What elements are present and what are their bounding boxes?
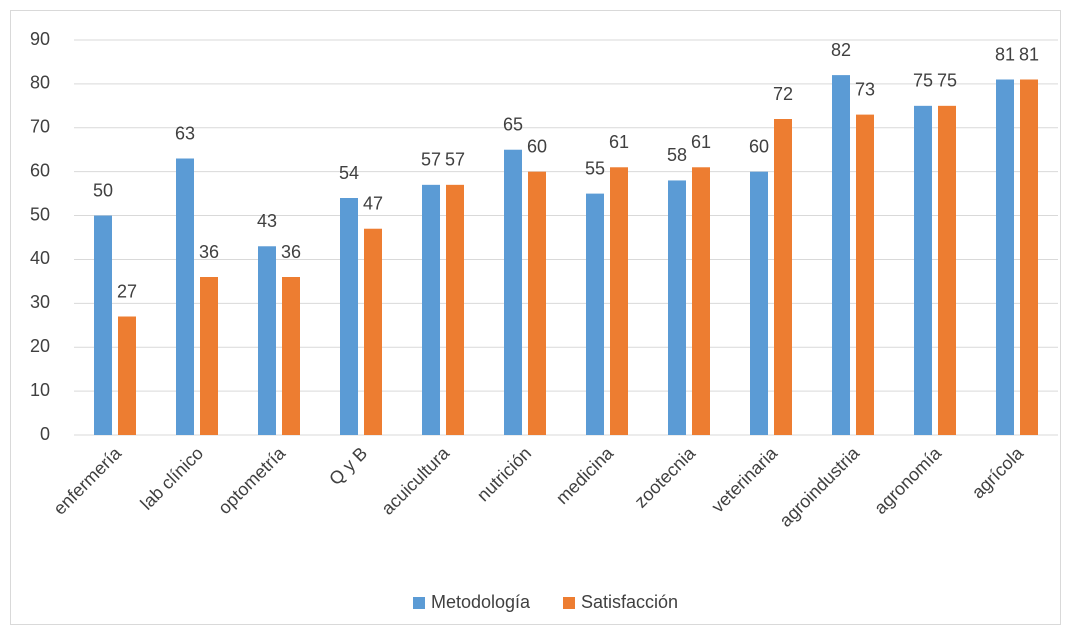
y-tick-label: 10 <box>30 380 50 400</box>
data-label: 55 <box>585 158 605 178</box>
data-label: 81 <box>995 44 1015 64</box>
data-label: 50 <box>93 180 113 200</box>
data-label: 47 <box>363 193 383 213</box>
legend-swatch <box>563 597 575 609</box>
data-label: 61 <box>691 132 711 152</box>
bar <box>118 316 136 435</box>
bar <box>364 228 382 435</box>
bar <box>692 167 710 435</box>
bar <box>176 158 194 435</box>
data-label: 36 <box>199 242 219 262</box>
legend-swatch <box>413 597 425 609</box>
bar <box>856 114 874 435</box>
y-tick-label: 90 <box>30 29 50 49</box>
data-label: 43 <box>257 211 277 231</box>
data-label: 72 <box>773 84 793 104</box>
data-label: 54 <box>339 163 359 183</box>
bar <box>1020 79 1038 435</box>
y-tick-label: 80 <box>30 73 50 93</box>
data-label: 36 <box>281 242 301 262</box>
bar <box>528 171 546 435</box>
bar <box>774 119 792 435</box>
bar <box>446 184 464 435</box>
bar <box>586 193 604 435</box>
legend-label: Satisfacción <box>581 592 678 612</box>
data-label: 73 <box>855 79 875 99</box>
data-label: 57 <box>421 150 441 170</box>
bar <box>610 167 628 435</box>
bar <box>94 215 112 435</box>
bar <box>340 198 358 435</box>
y-tick-label: 0 <box>40 424 50 444</box>
data-label: 60 <box>527 136 547 156</box>
data-label: 61 <box>609 132 629 152</box>
y-tick-label: 20 <box>30 336 50 356</box>
bar <box>750 171 768 435</box>
bar <box>282 277 300 435</box>
bar <box>832 75 850 435</box>
data-label: 57 <box>445 150 465 170</box>
data-label: 27 <box>117 281 137 301</box>
data-label: 63 <box>175 123 195 143</box>
bar <box>996 79 1014 435</box>
data-label: 65 <box>503 114 523 134</box>
bar <box>938 105 956 435</box>
bar <box>914 105 932 435</box>
bar <box>504 149 522 435</box>
data-label: 60 <box>749 136 769 156</box>
y-tick-label: 50 <box>30 204 50 224</box>
y-tick-label: 70 <box>30 117 50 137</box>
y-tick-label: 30 <box>30 292 50 312</box>
y-tick-label: 60 <box>30 160 50 180</box>
bar <box>258 246 276 435</box>
bar <box>668 180 686 435</box>
data-label: 82 <box>831 40 851 60</box>
data-label: 75 <box>937 71 957 91</box>
bar <box>200 277 218 435</box>
y-tick-label: 40 <box>30 248 50 268</box>
data-label: 58 <box>667 145 687 165</box>
data-label: 75 <box>913 71 933 91</box>
legend-label: Metodología <box>431 592 531 612</box>
data-label: 81 <box>1019 44 1039 64</box>
bar <box>422 184 440 435</box>
